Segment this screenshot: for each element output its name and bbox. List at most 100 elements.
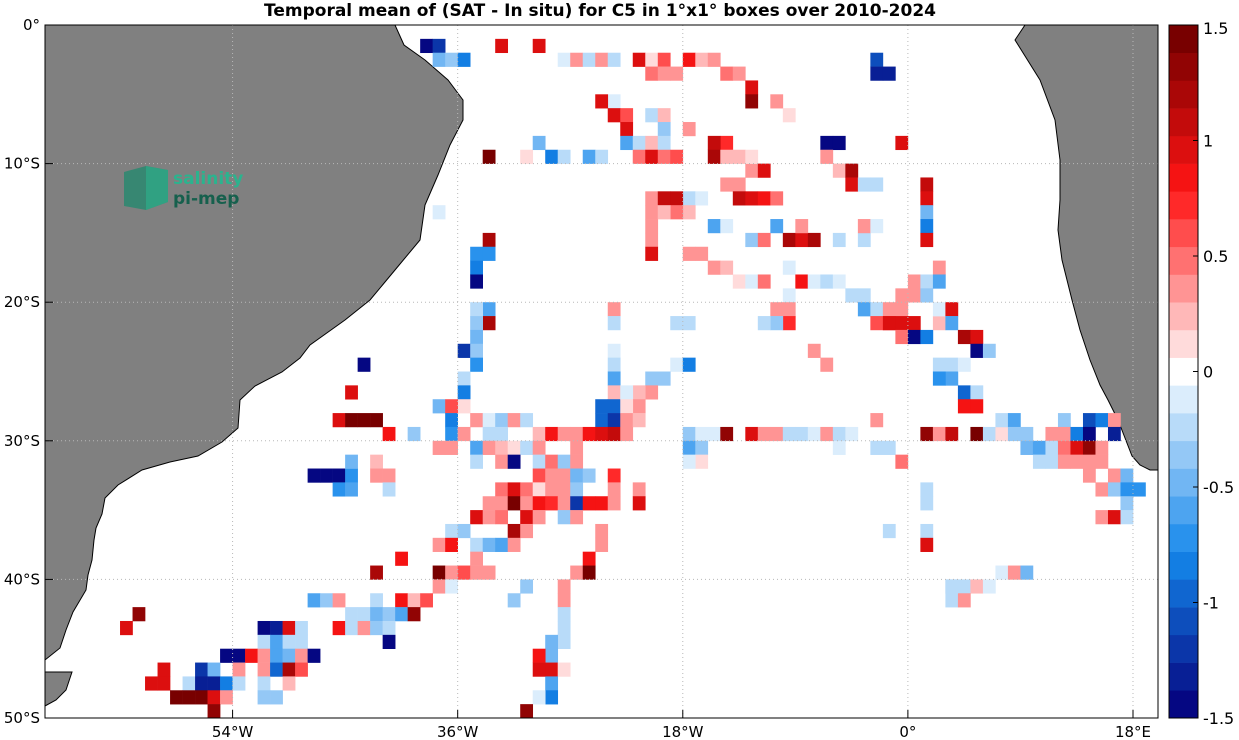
data-cell bbox=[757, 191, 771, 206]
colorbar-tick-label: -1.5 bbox=[1203, 709, 1234, 728]
data-cell bbox=[1057, 426, 1071, 442]
data-cell bbox=[582, 551, 596, 566]
data-cell bbox=[1107, 468, 1121, 483]
data-cell bbox=[870, 177, 884, 192]
data-cell bbox=[857, 232, 871, 248]
data-cell bbox=[945, 371, 959, 386]
data-cell bbox=[932, 302, 946, 317]
colorbar-swatch bbox=[1169, 219, 1198, 248]
data-cell bbox=[595, 523, 609, 539]
data-cell bbox=[870, 302, 884, 317]
colorbar-swatch bbox=[1169, 108, 1198, 137]
data-cell bbox=[770, 316, 784, 331]
data-cell bbox=[620, 385, 634, 400]
data-cell bbox=[607, 482, 621, 497]
data-cell bbox=[1082, 468, 1096, 483]
data-cell bbox=[507, 496, 521, 511]
data-cell bbox=[557, 468, 571, 483]
data-cell bbox=[745, 80, 759, 95]
data-cell bbox=[1120, 468, 1134, 483]
data-cell bbox=[970, 399, 984, 414]
data-cell bbox=[645, 52, 659, 67]
data-cell bbox=[432, 38, 446, 54]
data-cell bbox=[1120, 496, 1134, 511]
colorbar-swatch bbox=[1169, 302, 1198, 331]
data-cell bbox=[1107, 426, 1121, 442]
x-tick-label: 36°W bbox=[437, 723, 479, 740]
data-cell bbox=[1107, 413, 1121, 428]
colorbar-swatch bbox=[1169, 634, 1198, 663]
data-cell bbox=[370, 468, 383, 483]
data-cell bbox=[920, 205, 934, 220]
data-cell bbox=[545, 634, 559, 649]
data-cell bbox=[670, 357, 684, 372]
salinity-pi-mep-logo: salinity pi-mep bbox=[124, 166, 243, 210]
data-cell bbox=[870, 52, 884, 67]
data-cell bbox=[932, 274, 946, 289]
y-tick-label: 40°S bbox=[4, 570, 40, 588]
data-cell bbox=[707, 426, 721, 442]
data-cell bbox=[520, 440, 534, 455]
data-cell bbox=[895, 329, 909, 345]
y-axis: 0° 10°S 20°S 30°S 40°S 50°S bbox=[4, 16, 53, 727]
colorbar-swatch bbox=[1169, 440, 1198, 469]
y-tick-label: 0° bbox=[23, 16, 40, 34]
data-cell bbox=[1120, 482, 1134, 497]
colorbar-swatch bbox=[1169, 607, 1198, 636]
data-cell bbox=[420, 38, 433, 54]
data-cell bbox=[695, 191, 709, 206]
data-cell bbox=[1057, 413, 1071, 428]
colorbar-swatch bbox=[1169, 163, 1198, 192]
data-cell bbox=[432, 52, 446, 67]
data-cell bbox=[695, 440, 709, 455]
data-cell bbox=[745, 94, 759, 109]
data-cell bbox=[657, 66, 671, 81]
data-cell bbox=[157, 676, 171, 691]
data-cell bbox=[207, 676, 221, 691]
data-cell bbox=[832, 232, 846, 248]
data-cell bbox=[895, 316, 909, 331]
data-cell bbox=[532, 690, 546, 705]
data-cell bbox=[470, 357, 483, 372]
data-cell bbox=[682, 52, 696, 67]
logo-pimep-text: pi-mep bbox=[173, 189, 239, 209]
data-cell bbox=[432, 579, 446, 594]
data-cell bbox=[745, 274, 759, 289]
data-cell bbox=[1007, 426, 1021, 442]
data-cell bbox=[770, 94, 784, 109]
data-cell bbox=[882, 66, 896, 81]
data-cell bbox=[657, 122, 671, 137]
data-cell bbox=[557, 426, 571, 442]
data-cell bbox=[657, 149, 671, 164]
data-cell bbox=[432, 440, 446, 455]
data-cell bbox=[570, 454, 584, 469]
data-cell bbox=[932, 357, 946, 372]
data-cell bbox=[707, 149, 721, 164]
data-cell bbox=[432, 399, 446, 414]
data-cell bbox=[632, 135, 646, 151]
data-cell bbox=[457, 426, 471, 442]
data-cell bbox=[270, 648, 283, 663]
data-cell bbox=[345, 482, 358, 497]
data-cell bbox=[345, 413, 358, 428]
data-cell bbox=[695, 246, 709, 261]
data-cell bbox=[957, 357, 971, 372]
data-cell bbox=[307, 468, 321, 483]
data-cell bbox=[1070, 440, 1084, 455]
data-cell bbox=[232, 648, 246, 663]
data-cell bbox=[470, 316, 483, 331]
data-cell bbox=[782, 288, 796, 303]
data-cell bbox=[245, 648, 258, 663]
data-cell bbox=[732, 149, 746, 164]
chart-title: Temporal mean of (SAT - In situ) for C5 … bbox=[264, 1, 936, 21]
data-cell bbox=[607, 343, 621, 358]
data-cell bbox=[520, 704, 534, 719]
data-cell bbox=[495, 454, 509, 469]
data-cell bbox=[482, 440, 496, 455]
data-cell bbox=[757, 316, 771, 331]
data-cell bbox=[682, 246, 696, 261]
data-cell bbox=[920, 482, 934, 497]
data-cell bbox=[207, 662, 221, 677]
data-cell bbox=[607, 371, 621, 386]
data-cell bbox=[745, 163, 759, 178]
